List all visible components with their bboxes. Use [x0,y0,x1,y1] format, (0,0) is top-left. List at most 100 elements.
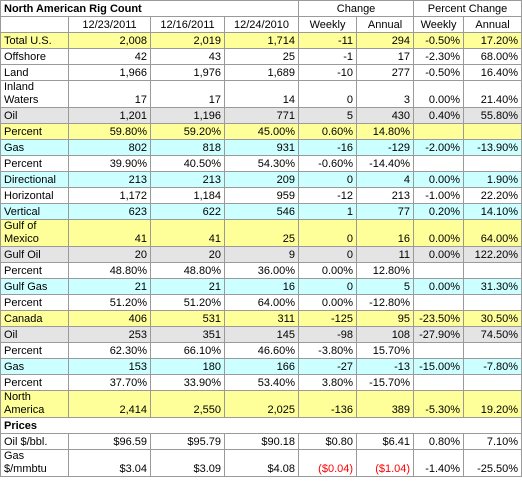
table-cell: -14.40% [356,155,415,172]
header-pct-weekly: Weekly [413,16,465,33]
table-cell: 0 [298,219,358,247]
table-cell: 22.20% [463,187,522,204]
table-cell: -125 [298,310,358,327]
table-cell: 1,714 [223,32,300,49]
table-cell: 406 [68,310,151,327]
table-cell: 77 [356,203,415,220]
table-cell: 546 [223,203,300,220]
table-cell: 43 [150,48,225,65]
table-cell: 41 [150,219,225,247]
table-cell: 37.70% [68,374,151,391]
table-cell: 294 [356,32,415,49]
table-cell: 213 [356,187,415,204]
table-cell: 68.00% [463,48,522,65]
table-row: Gulf Gas 21 21 16 0 5 0.00% 31.30% [0,278,522,295]
row-label: Percent [0,262,69,279]
table-cell: ($0.04) [298,449,358,477]
table-cell: -2.00% [413,139,465,156]
table-cell [413,123,465,140]
table-cell [413,374,465,391]
table-cell: 59.80% [68,123,151,140]
table-cell: -1.00% [413,187,465,204]
table-cell: 36.00% [223,262,300,279]
table-cell: 12.80% [356,262,415,279]
table-cell: 21 [150,278,225,295]
table-cell: 2,025 [223,390,300,418]
table-cell: 19.20% [463,390,522,418]
table-cell: -27.90% [413,326,465,343]
header-date-1: 12/23/2011 [68,16,151,33]
table-cell: -27 [298,358,358,375]
header-row-groups: North American Rig Count Change Percent … [0,0,522,17]
table-cell: -23.50% [413,310,465,327]
table-cell: 17 [68,80,151,108]
table-cell: 64.00% [463,219,522,247]
table-cell: 20 [150,246,225,263]
row-label: Oil [0,107,69,124]
table-cell: 931 [223,139,300,156]
table-title: North American Rig Count [0,0,300,17]
table-cell: 21.40% [463,80,522,108]
table-cell: -0.60% [298,155,358,172]
table-cell: 11 [356,246,415,263]
table-cell: 59.20% [150,123,225,140]
row-label: Total U.S. [0,32,69,49]
table-cell: 42 [68,48,151,65]
table-cell: 0 [298,278,358,295]
table-cell: 166 [223,358,300,375]
table-cell: -5.30% [413,390,465,418]
table-cell: 351 [150,326,225,343]
table-cell: -13.90% [463,139,522,156]
row-label: Percent [0,374,69,391]
table-cell: 1,689 [223,64,300,81]
table-cell: 145 [223,326,300,343]
table-cell: 45.00% [223,123,300,140]
table-cell: 2,008 [68,32,151,49]
table-cell: -12 [298,187,358,204]
row-label: Vertical [0,203,69,220]
table-cell: 153 [68,358,151,375]
table-cell: 9 [223,246,300,263]
row-label: Land [0,64,69,81]
table-cell: 623 [68,203,151,220]
table-cell: 15.70% [356,342,415,359]
table-cell: 0.60% [298,123,358,140]
table-cell: 1,184 [150,187,225,204]
table-row: Percent 39.90% 40.50% 54.30% -0.60% -14.40% [0,155,522,172]
table-cell: 31.30% [463,278,522,295]
table-cell: -0.50% [413,32,465,49]
table-cell: $0.80 [298,433,358,450]
row-label: Gulf of Mexico [0,219,69,247]
table-cell: 213 [68,171,151,188]
change-group-header: Change [298,0,415,17]
table-cell: 0.00% [413,278,465,295]
table-cell: -129 [356,139,415,156]
table-cell: 0.00% [413,80,465,108]
table-cell: 0.00% [413,171,465,188]
table-row: Vertical 623 622 546 1 77 0.20% 14.10% [0,203,522,220]
table-cell: 0.00% [413,246,465,263]
table-cell: 1,966 [68,64,151,81]
header-label-blank [0,16,69,33]
table-cell [413,294,465,311]
table-cell: $90.18 [223,433,300,450]
table-cell: $95.79 [150,433,225,450]
table-row: Percent 48.80% 48.80% 36.00% 0.00% 12.80% [0,262,522,279]
percent-change-group-header: Percent Change [413,0,522,17]
table-row: Percent 37.70% 33.90% 53.40% 3.80% -15.70% [0,374,522,391]
header-row-columns: 12/23/2011 12/16/2011 12/24/2010 Weekly … [0,16,522,33]
table-cell: 17 [356,48,415,65]
table-cell: -13 [356,358,415,375]
table-cell: 53.40% [223,374,300,391]
table-row: Percent 59.80% 59.20% 45.00% 0.60% 14.80% [0,123,522,140]
row-label: Percent [0,123,69,140]
table-cell: $3.04 [68,449,151,477]
table-row: Gulf of Mexico 41 41 25 0 16 0.00% 64.00% [0,219,522,247]
table-cell: -1.40% [413,449,465,477]
table-cell: 21 [68,278,151,295]
table-cell: 14.10% [463,203,522,220]
table-cell: -25.50% [463,449,522,477]
table-cell [413,342,465,359]
row-label: Gulf Oil [0,246,69,263]
table-cell: 213 [150,171,225,188]
